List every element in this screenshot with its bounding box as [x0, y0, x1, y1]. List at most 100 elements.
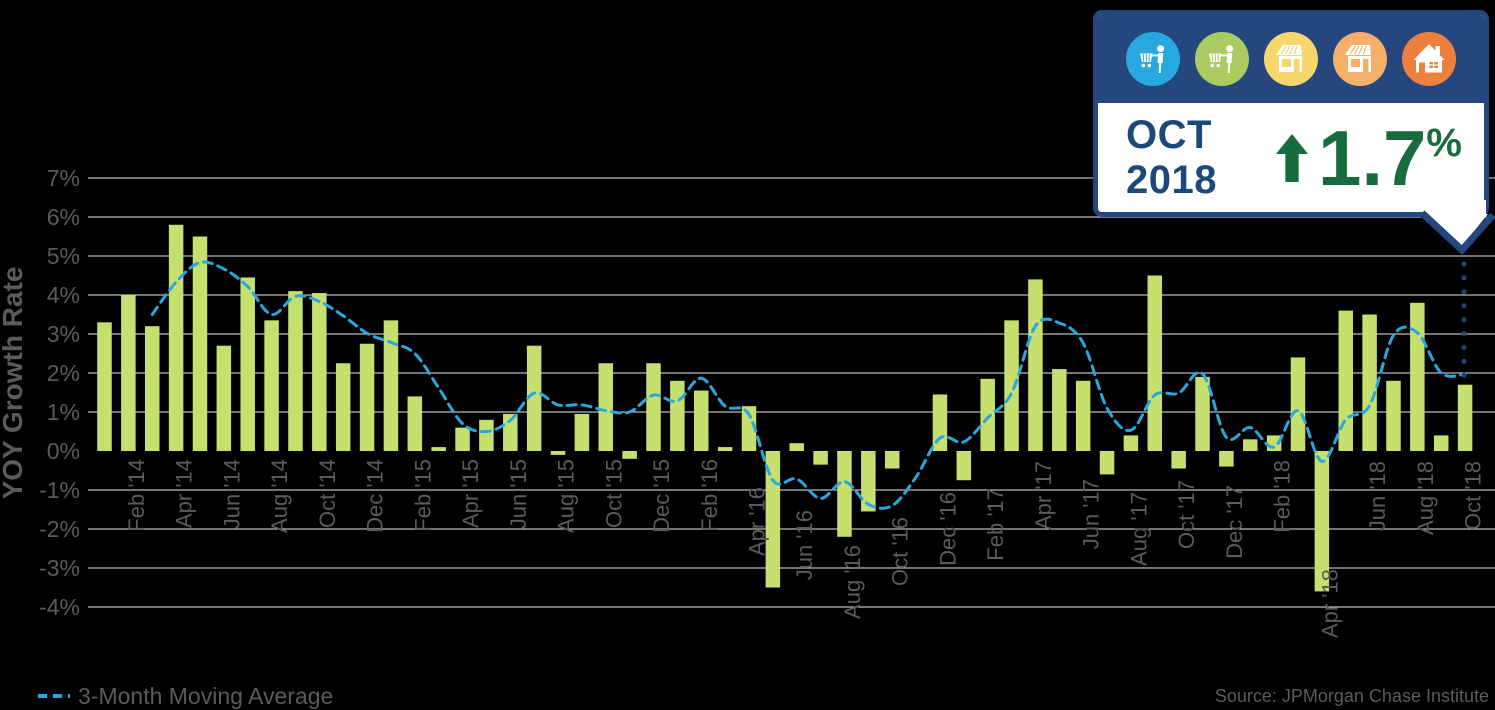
x-axis-label: Oct '14 — [315, 459, 340, 528]
bar — [168, 224, 184, 451]
callout-value-row: OCT 2018 1.7% — [1098, 103, 1484, 212]
bar — [717, 447, 733, 451]
x-axis-label: Feb '14 — [124, 459, 149, 532]
callout-unit: % — [1426, 120, 1462, 165]
x-axis-label: Aug '17 — [1126, 492, 1151, 566]
bar — [1386, 380, 1401, 451]
y-axis-tick-label: -4% — [39, 594, 80, 620]
bar — [97, 322, 112, 451]
bar — [383, 320, 399, 451]
y-axis-tick-label: 7% — [47, 165, 80, 191]
x-axis-label: Feb '15 — [410, 459, 435, 532]
bar — [192, 236, 208, 451]
bar — [1314, 451, 1330, 592]
x-axis-label: Oct '17 — [1174, 480, 1199, 549]
x-axis-label: Jun '17 — [1079, 479, 1104, 549]
y-axis-tick-label: 5% — [47, 243, 80, 269]
x-axis-label: Feb '18 — [1270, 460, 1295, 533]
bar — [1004, 320, 1019, 451]
bar — [574, 413, 590, 451]
y-axis-tick-label: 0% — [47, 438, 80, 464]
bar — [1457, 384, 1473, 451]
x-axis-label: Aug '15 — [554, 459, 579, 533]
bar — [479, 419, 494, 451]
bar — [1075, 380, 1091, 451]
bar — [407, 396, 423, 451]
bar — [670, 380, 685, 451]
x-axis-label: Oct '16 — [888, 517, 913, 586]
source-credit: Source: JPMorgan Chase Institute — [1215, 686, 1489, 706]
x-axis-label: Jun '16 — [792, 510, 817, 580]
bar — [1028, 279, 1043, 451]
y-axis-title: YOY Growth Rate — [0, 267, 28, 500]
bar — [503, 413, 518, 451]
bar — [956, 451, 972, 481]
x-axis-label: Dec '14 — [363, 459, 388, 533]
latest-value-callout: OCT 2018 1.7% — [1093, 10, 1489, 217]
x-axis-label: Oct '18 — [1461, 461, 1486, 530]
up-arrow-icon — [1275, 133, 1308, 182]
bar — [216, 345, 232, 451]
y-axis-tick-label: 4% — [47, 282, 80, 308]
x-axis-label: Apr '15 — [458, 459, 483, 528]
y-axis-tick-label: 1% — [47, 399, 80, 425]
storefront-icon — [1264, 32, 1318, 86]
legend-label: 3-Month Moving Average — [78, 683, 333, 709]
bar — [1195, 376, 1210, 451]
callout-value: 1.7% — [1317, 113, 1462, 202]
bar — [1099, 451, 1115, 475]
bar — [861, 451, 876, 512]
y-axis-tick-label: -1% — [39, 477, 80, 503]
bar — [455, 427, 470, 451]
storefront-icon — [1333, 32, 1387, 86]
y-axis-tick-label: -3% — [39, 555, 80, 581]
y-axis-tick-label: 6% — [47, 204, 80, 230]
bar — [431, 447, 446, 451]
y-axis-tick-label: 2% — [47, 360, 80, 386]
callout-icon-row — [1098, 15, 1484, 103]
bar — [837, 451, 852, 537]
bar — [1219, 451, 1234, 467]
bar — [598, 363, 614, 451]
bar — [932, 394, 948, 451]
bar — [884, 451, 900, 469]
bar — [1123, 435, 1139, 451]
x-axis-label: Jun '18 — [1365, 461, 1390, 531]
shopping-cart-person-icon — [1126, 32, 1180, 86]
moving-average-line — [150, 260, 1467, 510]
bar — [335, 363, 351, 451]
callout-pointer-tail — [1419, 200, 1495, 255]
bar — [1433, 435, 1449, 451]
house-icon — [1402, 32, 1456, 86]
x-axis-label: Feb '17 — [983, 488, 1008, 561]
bar — [288, 291, 303, 451]
x-axis-label: Dec '15 — [649, 459, 674, 533]
bar — [1243, 439, 1258, 451]
x-axis-label: Apr '17 — [1031, 461, 1056, 530]
x-axis-label: Apr '16 — [744, 487, 769, 556]
shopping-cart-person-icon — [1195, 32, 1249, 86]
bar — [1362, 314, 1377, 451]
x-axis-label: Dec '17 — [1222, 485, 1247, 559]
x-axis-label: Aug '14 — [267, 459, 292, 533]
x-axis-label: Apr '14 — [172, 459, 197, 528]
x-axis-label: Oct '15 — [601, 459, 626, 528]
bar — [694, 390, 709, 451]
bar — [813, 451, 828, 465]
bar — [264, 320, 279, 451]
y-axis-tick-label: 3% — [47, 321, 80, 347]
bar — [1147, 275, 1163, 451]
bar — [1290, 357, 1306, 451]
x-axis-label: Feb '16 — [697, 459, 722, 532]
y-axis-tick-label: -2% — [39, 516, 80, 542]
x-axis-label: Aug '16 — [840, 545, 865, 619]
x-axis-label: Aug '18 — [1413, 461, 1438, 535]
bar — [622, 451, 637, 459]
bar — [526, 345, 542, 451]
bar — [1052, 369, 1067, 451]
bar — [789, 443, 804, 451]
x-axis-label: Jun '15 — [506, 459, 531, 529]
bar — [240, 277, 255, 451]
